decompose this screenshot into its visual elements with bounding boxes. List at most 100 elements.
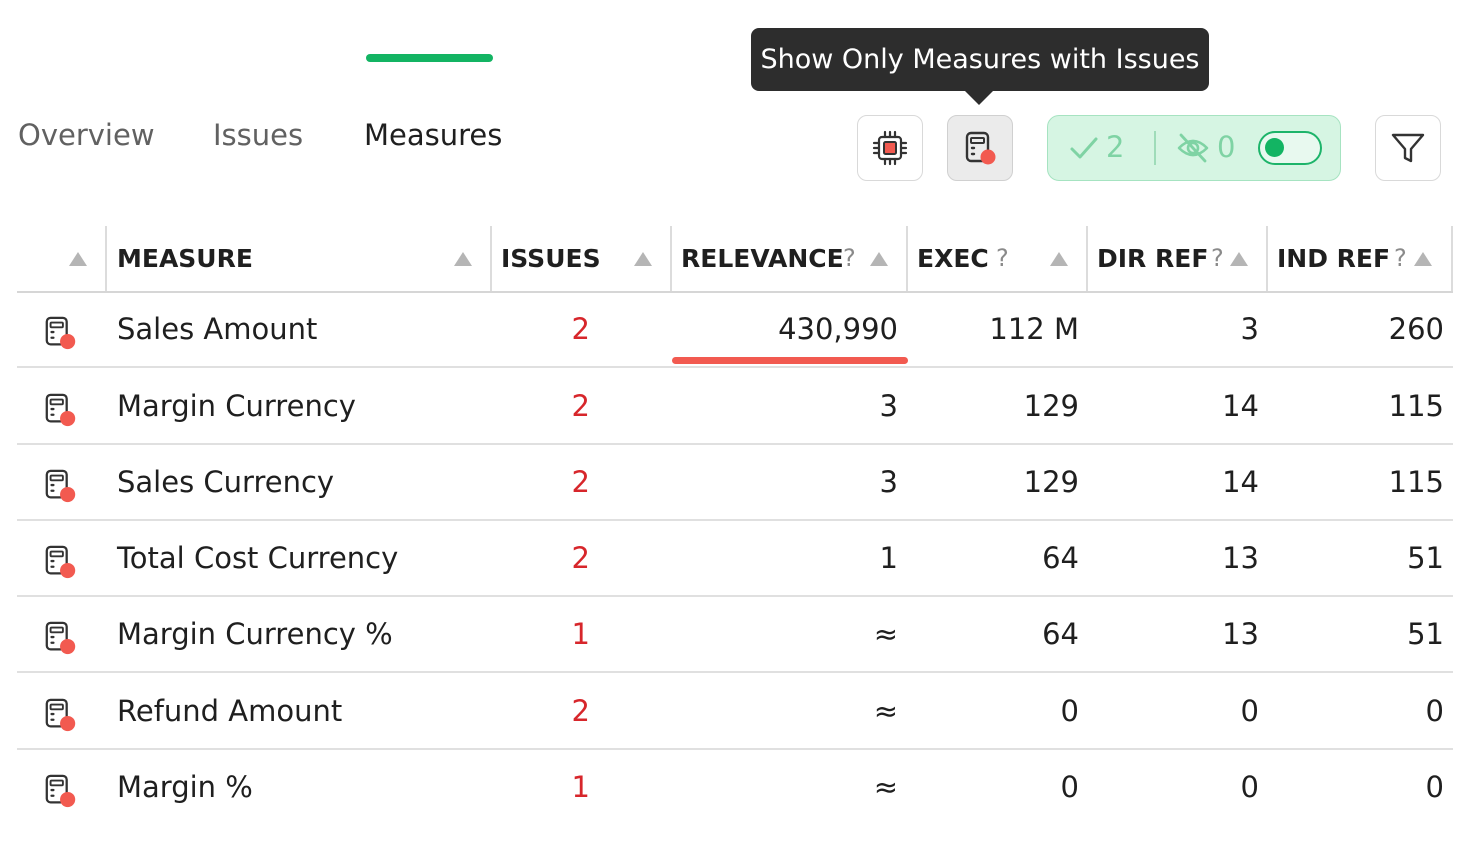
ind-ref-value: 51 bbox=[1407, 541, 1444, 575]
row-divider bbox=[17, 519, 1453, 521]
row-divider bbox=[17, 443, 1453, 445]
dir-ref-value: 0 bbox=[1240, 770, 1259, 804]
relevance-value: 3 bbox=[879, 389, 898, 423]
measure-issue-icon bbox=[45, 621, 76, 655]
measure-issue-icon bbox=[965, 131, 996, 165]
relevance-bar bbox=[672, 357, 908, 364]
filter-button[interactable] bbox=[1375, 115, 1441, 181]
eye-off-icon bbox=[1177, 133, 1209, 163]
help-icon[interactable]: ? bbox=[1211, 244, 1224, 272]
table-row[interactable]: Margin Currency 2 3 129 14 115 bbox=[17, 369, 1453, 445]
exec-value: 129 bbox=[1023, 465, 1079, 499]
header-dir-ref[interactable]: DIR REF bbox=[1097, 244, 1209, 273]
header-divider bbox=[17, 291, 1453, 293]
tooltip: Show Only Measures with Issues bbox=[751, 28, 1209, 105]
tab-overview[interactable]: Overview bbox=[18, 118, 155, 152]
measure-issue-icon bbox=[45, 393, 76, 427]
exec-value: 64 bbox=[1042, 541, 1079, 575]
measure-name: Margin Currency bbox=[117, 389, 356, 423]
exec-value: 112 M bbox=[989, 312, 1079, 346]
measure-issue-icon bbox=[45, 698, 76, 732]
issues-toggle[interactable] bbox=[1258, 131, 1322, 165]
active-tab-indicator bbox=[366, 54, 493, 62]
sort-icon-icon-column[interactable] bbox=[69, 252, 87, 266]
show-issues-only-button[interactable] bbox=[947, 115, 1013, 181]
issues-count: 2 bbox=[571, 312, 590, 346]
measure-name: Margin Currency % bbox=[117, 617, 393, 651]
measure-name: Sales Currency bbox=[117, 465, 335, 499]
issues-count: 2 bbox=[571, 389, 590, 423]
column-divider bbox=[1086, 226, 1088, 292]
sort-icon-ind-ref[interactable] bbox=[1414, 252, 1432, 266]
status-group: 2 0 bbox=[1047, 115, 1341, 181]
issues-count: 2 bbox=[571, 465, 590, 499]
status-divider bbox=[1154, 131, 1156, 165]
tab-measures[interactable]: Measures bbox=[364, 118, 503, 152]
header-issues[interactable]: ISSUES bbox=[501, 244, 601, 273]
help-icon[interactable]: ? bbox=[996, 244, 1009, 272]
chip-icon bbox=[872, 130, 908, 166]
toggle-knob bbox=[1265, 138, 1284, 157]
issues-count: 1 bbox=[571, 617, 590, 651]
help-icon[interactable]: ? bbox=[1394, 244, 1407, 272]
exec-value: 0 bbox=[1060, 694, 1079, 728]
column-divider bbox=[670, 226, 672, 292]
measure-issue-icon bbox=[45, 774, 76, 808]
check-icon bbox=[1070, 137, 1098, 159]
column-divider bbox=[1266, 226, 1268, 292]
measure-name: Refund Amount bbox=[117, 694, 343, 728]
dir-ref-value: 0 bbox=[1240, 694, 1259, 728]
column-divider bbox=[1451, 226, 1453, 292]
header-ind-ref[interactable]: IND REF bbox=[1277, 244, 1391, 273]
relevance-value: ≈ bbox=[873, 617, 898, 651]
row-divider bbox=[17, 671, 1453, 673]
issues-count: 2 bbox=[571, 541, 590, 575]
hidden-count: 0 bbox=[1217, 130, 1236, 164]
tooltip-text: Show Only Measures with Issues bbox=[760, 44, 1200, 75]
exec-value: 129 bbox=[1023, 389, 1079, 423]
ind-ref-value: 0 bbox=[1425, 770, 1444, 804]
sort-icon-exec[interactable] bbox=[1050, 252, 1068, 266]
header-measure[interactable]: MEASURE bbox=[117, 244, 253, 273]
dir-ref-value: 14 bbox=[1222, 465, 1259, 499]
relevance-value: ≈ bbox=[873, 694, 898, 728]
relevance-value: ≈ bbox=[873, 770, 898, 804]
sort-icon-dir-ref[interactable] bbox=[1230, 252, 1248, 266]
issues-count: 1 bbox=[571, 770, 590, 804]
dir-ref-value: 13 bbox=[1222, 541, 1259, 575]
row-divider bbox=[17, 366, 1453, 368]
relevance-value: 430,990 bbox=[778, 312, 898, 346]
relevance-value: 1 bbox=[879, 541, 898, 575]
measure-name: Sales Amount bbox=[117, 312, 318, 346]
sort-icon-relevance[interactable] bbox=[870, 252, 888, 266]
measure-name: Total Cost Currency bbox=[117, 541, 399, 575]
table-row[interactable]: Margin % 1 ≈ 0 0 0 bbox=[17, 750, 1453, 826]
column-divider bbox=[906, 226, 908, 292]
sort-icon-measure[interactable] bbox=[454, 252, 472, 266]
tab-issues[interactable]: Issues bbox=[213, 118, 304, 152]
measure-name: Margin % bbox=[117, 770, 253, 804]
table-row[interactable]: Margin Currency % 1 ≈ 64 13 51 bbox=[17, 597, 1453, 673]
issues-count: 2 bbox=[571, 694, 590, 728]
chip-button[interactable] bbox=[857, 115, 923, 181]
dir-ref-value: 13 bbox=[1222, 617, 1259, 651]
exec-value: 0 bbox=[1060, 770, 1079, 804]
ind-ref-value: 115 bbox=[1388, 465, 1444, 499]
sort-icon-issues[interactable] bbox=[634, 252, 652, 266]
row-divider bbox=[17, 748, 1453, 750]
help-icon[interactable]: ? bbox=[843, 244, 856, 272]
table-row[interactable]: Sales Currency 2 3 129 14 115 bbox=[17, 445, 1453, 521]
header-exec[interactable]: EXEC bbox=[917, 244, 989, 273]
table-row[interactable]: Total Cost Currency 2 1 64 13 51 bbox=[17, 521, 1453, 597]
table-row[interactable]: Refund Amount 2 ≈ 0 0 0 bbox=[17, 674, 1453, 750]
dir-ref-value: 14 bbox=[1222, 389, 1259, 423]
table-row[interactable]: Sales Amount 2 430,990 112 M 3 260 bbox=[17, 292, 1453, 368]
header-relevance[interactable]: RELEVANCE bbox=[681, 244, 844, 273]
exec-value: 64 bbox=[1042, 617, 1079, 651]
ind-ref-value: 51 bbox=[1407, 617, 1444, 651]
measure-issue-icon bbox=[45, 469, 76, 503]
filter-icon bbox=[1391, 133, 1425, 163]
column-divider bbox=[490, 226, 492, 292]
relevance-value: 3 bbox=[879, 465, 898, 499]
ind-ref-value: 115 bbox=[1388, 389, 1444, 423]
